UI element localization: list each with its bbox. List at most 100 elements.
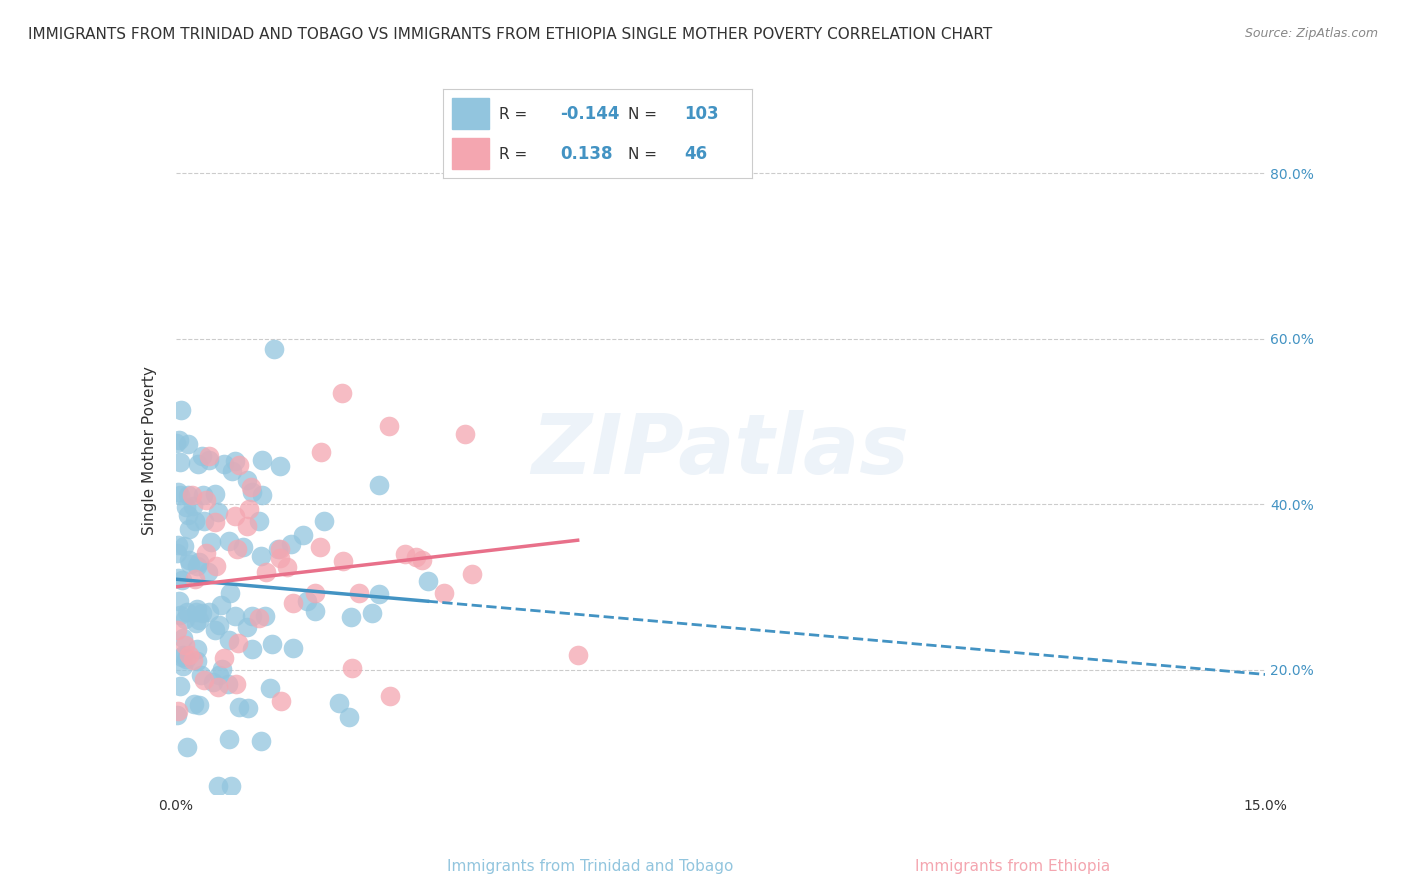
Text: N =: N = [628, 107, 662, 121]
Point [219, 779, 242, 793]
Point [198, 605, 221, 619]
Point [263, 342, 285, 356]
Point [195, 546, 218, 560]
Point [186, 602, 208, 616]
Point [405, 550, 427, 565]
Point [347, 586, 370, 600]
Point [186, 654, 208, 668]
Point [208, 618, 231, 632]
Point [204, 623, 226, 637]
Point [312, 514, 335, 528]
Point [172, 631, 194, 645]
Point [177, 553, 200, 567]
Point [433, 586, 456, 600]
Point [184, 605, 207, 619]
Point [295, 594, 318, 608]
Point [291, 527, 314, 541]
Point [198, 450, 221, 464]
Point [221, 464, 243, 478]
Point [207, 779, 229, 793]
Point [304, 586, 326, 600]
Point [181, 488, 204, 502]
Point [340, 661, 363, 675]
Bar [453, 138, 489, 169]
Point [250, 734, 273, 748]
Text: Source: ZipAtlas.com: Source: ZipAtlas.com [1244, 27, 1378, 40]
Point [228, 700, 250, 714]
Point [191, 607, 214, 621]
Point [183, 572, 205, 586]
Point [269, 541, 291, 556]
Point [201, 675, 224, 690]
Point [270, 694, 292, 708]
Point [238, 700, 260, 714]
Text: -0.144: -0.144 [561, 105, 620, 123]
Text: 0.138: 0.138 [561, 145, 613, 163]
Point [181, 653, 204, 667]
Point [328, 696, 350, 710]
Point [236, 620, 259, 634]
Text: R =: R = [499, 147, 531, 161]
Point [207, 505, 229, 519]
Point [260, 636, 283, 650]
Text: Immigrants from Ethiopia: Immigrants from Ethiopia [915, 859, 1109, 874]
Point [190, 668, 212, 682]
Point [228, 458, 250, 472]
Point [254, 565, 277, 579]
Point [330, 386, 353, 401]
Point [250, 549, 273, 563]
Point [267, 541, 290, 556]
Text: IMMIGRANTS FROM TRINIDAD AND TOBAGO VS IMMIGRANTS FROM ETHIOPIA SINGLE MOTHER PO: IMMIGRANTS FROM TRINIDAD AND TOBAGO VS I… [28, 27, 993, 42]
Point [332, 554, 354, 568]
Point [368, 587, 391, 601]
Point [567, 648, 589, 662]
Point [238, 501, 260, 516]
Point [166, 484, 188, 499]
Point [195, 492, 218, 507]
Point [190, 449, 212, 463]
Point [209, 598, 232, 612]
Point [170, 403, 193, 417]
Point [177, 648, 200, 662]
Point [214, 650, 236, 665]
Point [176, 437, 198, 451]
Point [172, 659, 194, 673]
Point [172, 648, 194, 662]
Point [197, 452, 219, 467]
Point [211, 662, 233, 676]
Point [218, 632, 240, 647]
Point [276, 560, 298, 574]
Point [247, 611, 270, 625]
Point [166, 623, 188, 637]
Point [179, 558, 201, 572]
Point [283, 596, 305, 610]
Point [193, 673, 215, 688]
Point [169, 454, 191, 468]
Point [167, 704, 190, 718]
Point [174, 500, 197, 515]
Point [225, 541, 247, 556]
Point [281, 640, 304, 655]
Point [193, 514, 215, 528]
Point [176, 508, 198, 522]
Text: 46: 46 [685, 145, 707, 163]
Point [169, 488, 191, 502]
Point [416, 574, 439, 588]
Point [367, 478, 389, 492]
Point [173, 638, 195, 652]
Point [169, 679, 191, 693]
Point [204, 487, 226, 501]
Point [197, 565, 219, 579]
Point [411, 553, 433, 567]
Point [239, 481, 262, 495]
Point [176, 740, 198, 755]
Point [173, 540, 195, 554]
Point [247, 514, 270, 528]
Point [177, 488, 200, 502]
Point [184, 615, 207, 630]
Y-axis label: Single Mother Poverty: Single Mother Poverty [142, 366, 157, 535]
Text: 103: 103 [685, 105, 718, 123]
Point [166, 546, 188, 560]
Point [240, 609, 263, 624]
Point [269, 551, 291, 566]
